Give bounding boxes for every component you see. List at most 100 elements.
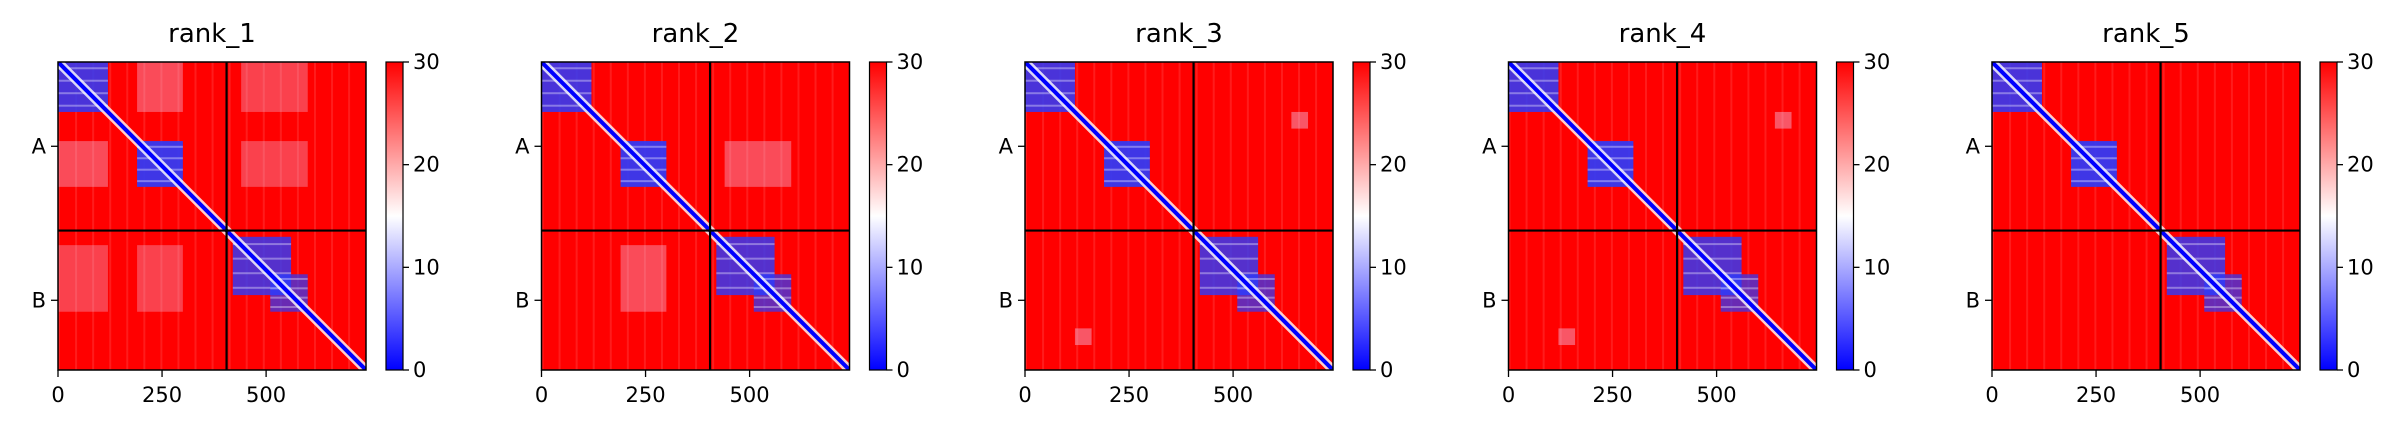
block-texture [1199,272,1259,275]
block-texture [716,286,775,289]
texture-stripe [541,62,544,370]
texture-stripe [2213,62,2216,370]
block-texture [753,277,792,280]
low-error-block [724,141,792,187]
texture-stripe [814,62,817,370]
heatmap-panel-3: rank_3 0 250 500 A B 0 10 20 30 [999,19,1407,407]
texture-stripe [2026,62,2029,370]
block-texture [1587,180,1634,183]
texture-stripe [1696,62,1699,370]
texture-stripe [92,62,95,370]
heatmap-cells [1025,62,1333,370]
plot-frame [1507,61,1818,371]
colorbar-tick-label: 20 [1380,153,1407,177]
texture-stripe [1627,62,1630,370]
low-error-block [1074,328,1092,346]
x-tick-label: 0 [51,383,64,407]
y-tick-label: B [1482,288,1496,312]
colorbar-tick-label: 20 [897,153,924,177]
texture-stripe [1781,62,1784,370]
texture-stripe [712,62,715,370]
x-tick-label: 0 [1018,383,1031,407]
low-error-block [58,141,108,187]
low-error-block [620,245,667,312]
block-texture [1104,145,1150,148]
block-texture [1720,277,1759,280]
colorbar-tick-label: 10 [1380,255,1407,279]
heatmap-cells [1992,62,2300,370]
colorbar-tick-label: 20 [1864,153,1891,177]
texture-stripe [2111,62,2114,370]
texture-stripe [194,62,197,370]
colorbar [385,61,404,371]
block-texture [2166,272,2226,275]
texture-stripe [2077,62,2080,370]
colorbar-tick-label: 30 [2347,50,2374,74]
texture-stripe [245,62,248,370]
texture-stripe [1798,62,1801,370]
low-error-block [1558,328,1576,346]
x-tick-label: 500 [1697,383,1737,407]
texture-stripe [626,62,629,370]
panel-title: rank_2 [652,19,740,49]
texture-stripe [2060,62,2063,370]
block-texture [716,243,775,246]
texture-stripe [1593,62,1596,370]
texture-stripe [160,62,163,370]
texture-stripe [1525,62,1528,370]
texture-stripe [1280,62,1283,370]
texture-stripe [348,62,351,370]
y-tick-label: A [32,134,47,158]
block-texture [2071,180,2117,183]
texture-stripe [660,62,663,370]
colorbar-tick-label: 30 [897,50,924,74]
colorbar-tick-label: 30 [413,50,440,74]
x-tick-label: 0 [535,383,548,407]
texture-stripe [1127,62,1130,370]
low-error-block [1774,111,1792,129]
block-texture [1683,272,1742,275]
heatmap-cells [541,62,850,370]
plot-frame [1024,61,1334,371]
x-tick-label: 500 [246,383,286,407]
colorbar-tick-label: 10 [2347,255,2374,279]
texture-stripe [1110,62,1113,370]
texture-stripe [1042,62,1045,370]
texture-stripe [2247,62,2250,370]
heatmap-panel-5: rank_5 0 250 500 A B 0 10 20 30 [1966,19,2374,407]
block-texture [1508,104,1559,107]
texture-stripe [126,62,129,370]
plot-frame [540,61,851,371]
texture-stripe [1576,62,1579,370]
y-tick-label: A [515,134,530,158]
low-error-block [241,141,308,187]
diagonal [1025,62,1333,370]
y-tick-label: A [1966,134,1981,158]
block-texture [716,257,775,260]
x-tick-label: 250 [2076,383,2116,407]
x-tick-label: 0 [1502,383,1515,407]
block-texture [1683,286,1742,289]
block-texture [137,180,183,183]
texture-stripe [262,62,265,370]
heatmap-panel-4: rank_4 0 250 500 A B 0 10 20 30 [1482,19,1890,407]
block-texture [1508,67,1559,70]
block-texture [2166,257,2226,260]
texture-stripe [143,62,146,370]
x-tick-label: 250 [1109,383,1149,407]
texture-stripe [1559,62,1562,370]
block-texture [1025,104,1075,107]
block-texture [2166,243,2226,246]
colorbar-tick-label: 0 [1864,358,1877,382]
texture-stripe [296,62,299,370]
texture-stripe [331,62,334,370]
plot-frame [1991,61,2301,371]
texture-stripe [2265,62,2268,370]
block-texture [1199,286,1259,289]
x-tick-label: 500 [730,383,770,407]
colorbar-tick-label: 0 [897,358,910,382]
texture-stripe [177,62,180,370]
block-texture [1683,257,1742,260]
x-tick-label: 500 [1213,383,1253,407]
texture-stripe [2043,62,2046,370]
